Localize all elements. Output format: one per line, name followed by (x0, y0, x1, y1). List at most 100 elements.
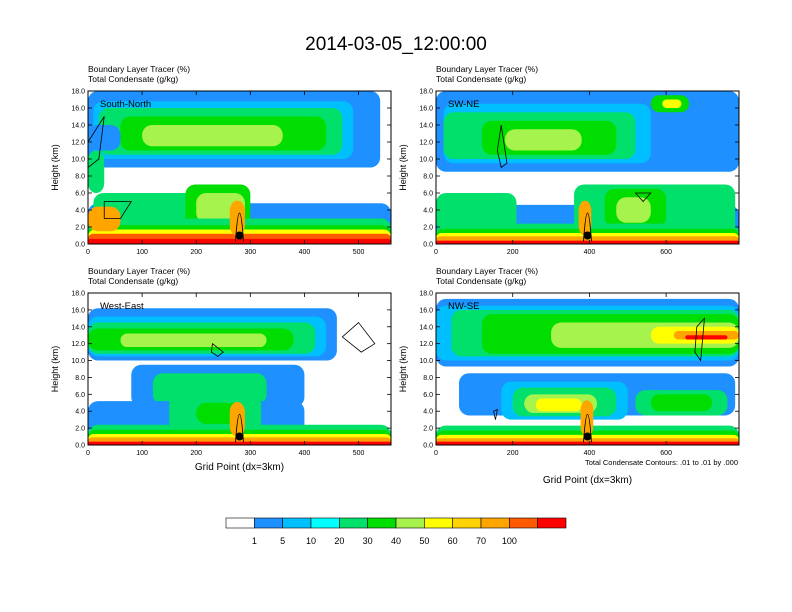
y-axis-label: Height (km) (398, 144, 408, 191)
tracer-region (88, 441, 391, 445)
condensate-contour (88, 116, 105, 169)
y-tick-label: 12.0 (71, 341, 85, 348)
plot-frame (435, 90, 740, 245)
panel-south-north: 0.0 2.0 4.0 6.0 8.0 10.0 12.0 14.0 16.0 18.0 0 100 2… (50, 64, 392, 256)
cross-section-name: NW-SE (448, 301, 480, 312)
condensate-contour (694, 317, 705, 362)
y-tick-label: 10.0 (419, 157, 433, 164)
colorbar-swatch (424, 517, 453, 529)
x-tick-label: 0 (86, 249, 90, 256)
x-tick-label: 400 (584, 450, 596, 457)
colorbar-label: 1 (252, 536, 257, 546)
panel-title-condensate: Total Condensate (g/kg) (88, 74, 178, 84)
colorbar-swatch (509, 517, 538, 529)
y-tick-label: 8.0 (423, 375, 433, 382)
x-tick-label: 400 (299, 450, 311, 457)
colorbar-swatch (367, 517, 397, 529)
colorbar-label: 100 (502, 536, 517, 546)
colorbar-swatch (395, 517, 425, 529)
y-tick-label: 10.0 (71, 157, 85, 164)
x-tick-label: 0 (434, 450, 438, 457)
tracer-region (505, 129, 582, 151)
x-axis-label: Grid Point (dx=3km) (195, 462, 284, 473)
x-tick-label: 200 (507, 450, 519, 457)
panel-title-tracer: Boundary Layer Tracer (%) (88, 266, 190, 276)
x-tick-label: 500 (353, 249, 365, 256)
contour-footnote: Total Condensate Contours: .01 to .01 by… (585, 458, 738, 467)
plot-frame (87, 292, 392, 446)
tracer-region (650, 394, 713, 412)
condensate-contour (634, 192, 652, 203)
x-tick-label: 400 (584, 249, 596, 256)
y-axis-label: Height (km) (50, 144, 60, 191)
x-tick-label: 200 (190, 249, 202, 256)
tracer-region (88, 206, 121, 232)
x-axis-label: Grid Point (dx=3km) (543, 475, 632, 486)
tracer-region (616, 197, 651, 223)
condensate-contour (493, 408, 498, 420)
y-tick-label: 4.0 (75, 409, 85, 416)
y-tick-label: 0.0 (423, 242, 433, 249)
x-tick-label: 600 (660, 249, 672, 256)
plume-contour (235, 414, 244, 443)
x-tick-label: 0 (434, 249, 438, 256)
colorbar-swatch (310, 517, 340, 529)
colorbar-label: 20 (334, 536, 344, 546)
location-marker (583, 432, 592, 441)
y-tick-label: 18.0 (419, 89, 433, 96)
colorbar-swatch (537, 517, 567, 529)
y-tick-label: 2.0 (423, 225, 433, 232)
panel-title-tracer: Boundary Layer Tracer (%) (88, 64, 190, 74)
x-tick-label: 600 (660, 450, 672, 457)
colorbar-swatch (225, 517, 255, 529)
shaded-field (88, 308, 391, 445)
colorbar-label: 50 (419, 536, 429, 546)
y-tick-label: 12.0 (71, 140, 85, 147)
tracer-region (88, 125, 121, 151)
y-tick-label: 8.0 (75, 174, 85, 181)
x-tick-label: 500 (353, 450, 365, 457)
panel-title-condensate: Total Condensate (g/kg) (436, 276, 526, 286)
colorbar-label: 60 (448, 536, 458, 546)
y-tick-label: 4.0 (423, 409, 433, 416)
panel-title-condensate: Total Condensate (g/kg) (436, 74, 526, 84)
y-tick-label: 2.0 (423, 426, 433, 433)
tracer-region (88, 150, 105, 193)
y-tick-label: 12.0 (419, 341, 433, 348)
x-tick-label: 200 (507, 249, 519, 256)
y-tick-label: 6.0 (423, 191, 433, 198)
y-tick-label: 16.0 (71, 307, 85, 314)
panel-title-tracer: Boundary Layer Tracer (%) (436, 64, 538, 74)
cross-section-name: South-North (100, 99, 151, 110)
x-tick-label: 300 (244, 249, 256, 256)
colorbar-label: 70 (476, 536, 486, 546)
tracer-region (685, 335, 728, 340)
tracer-region (436, 240, 739, 244)
panel-sw-ne: 0.0 2.0 4.0 6.0 8.0 10.0 12.0 14.0 16.0 18.0 0 200 4… (398, 64, 740, 256)
condensate-contour (496, 124, 508, 169)
y-tick-label: 12.0 (419, 140, 433, 147)
x-tick-label: 0 (86, 450, 90, 457)
y-tick-label: 2.0 (75, 426, 85, 433)
colorbar-swatch (339, 517, 368, 529)
x-tick-label: 400 (299, 249, 311, 256)
y-axis-label: Height (km) (50, 346, 60, 393)
x-tick-label: 200 (190, 450, 202, 457)
cross-section-name: West-East (100, 301, 144, 312)
y-tick-label: 18.0 (71, 291, 85, 298)
y-tick-label: 0.0 (423, 443, 433, 450)
shaded-field (436, 298, 739, 445)
plume-contour (583, 212, 592, 242)
y-tick-label: 4.0 (75, 208, 85, 215)
y-tick-label: 14.0 (71, 324, 85, 331)
panels: 0.0 2.0 4.0 6.0 8.0 10.0 12.0 14.0 16.0 18.0 0 100 2… (50, 64, 740, 486)
y-tick-label: 8.0 (423, 174, 433, 181)
y-tick-label: 18.0 (71, 89, 85, 96)
tracer-region (229, 401, 245, 437)
cross-section-name: SW-NE (448, 99, 480, 110)
tracer-region (580, 400, 594, 437)
panel-title-condensate: Total Condensate (g/kg) (88, 276, 178, 286)
tracer-region (142, 125, 283, 147)
colorbar-label: 30 (363, 536, 373, 546)
